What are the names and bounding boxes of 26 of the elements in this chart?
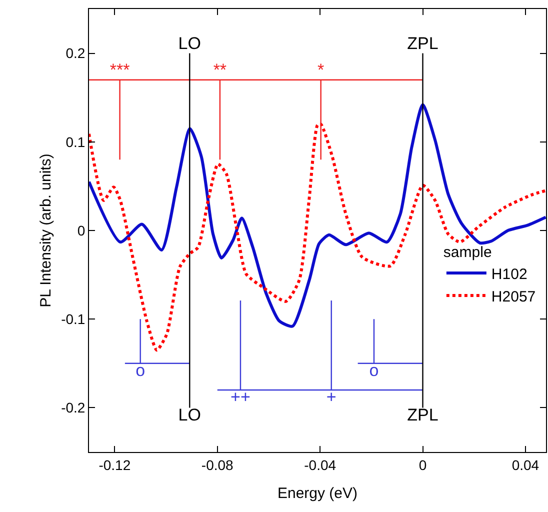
x-axis-title: Energy (eV) xyxy=(277,484,358,502)
y-tick-label: -0.1 xyxy=(61,311,86,327)
data-label: LO xyxy=(178,34,201,54)
y-tick-label: 0.2 xyxy=(66,45,86,62)
data-label: + xyxy=(326,388,336,407)
x-tick-label: -0.04 xyxy=(304,456,336,473)
x-tick-label: -0.08 xyxy=(201,456,234,473)
data-label: ZPL xyxy=(407,405,438,424)
data-label: LO xyxy=(178,405,201,424)
data-label: *** xyxy=(110,60,130,80)
data-label: o xyxy=(136,361,146,380)
y-tick-label: -0.2 xyxy=(61,400,86,416)
x-tick-label: 0.04 xyxy=(512,456,540,473)
data-label: * xyxy=(318,60,325,80)
data-label: ++ xyxy=(230,388,250,407)
y-tick-label: 0 xyxy=(77,222,86,238)
data-label: ** xyxy=(213,60,227,80)
y-axis-title: PL Intensity (arb. units) xyxy=(37,154,54,308)
x-tick-label: -0.12 xyxy=(98,456,131,473)
x-tick-label: 0 xyxy=(418,456,427,473)
data-label: o xyxy=(369,361,379,380)
legend-label: H2057 xyxy=(491,288,536,306)
y-tick-label: 0.1 xyxy=(66,134,86,150)
data-label: ZPL xyxy=(407,34,438,54)
legend-label: H102 xyxy=(491,266,528,283)
legend-title: sample xyxy=(443,244,492,261)
